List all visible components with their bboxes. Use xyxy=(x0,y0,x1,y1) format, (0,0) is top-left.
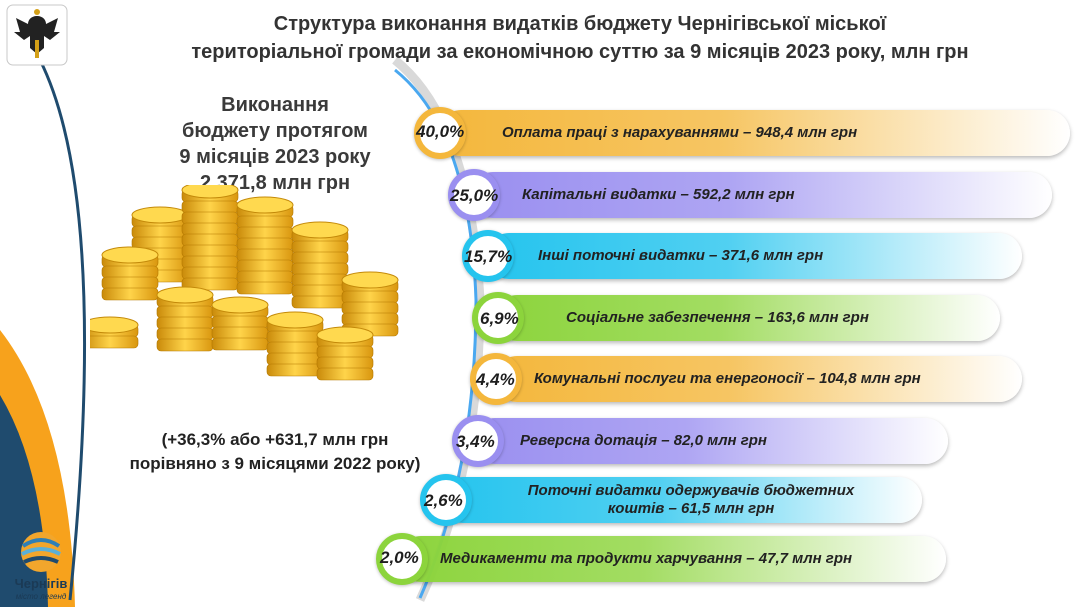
summary-line-1: Виконання xyxy=(221,94,329,116)
expense-bar-salary: Оплата праці з нарахуваннями – 948,4 млн… xyxy=(438,110,1070,156)
summary-line-3: 9 місяців 2023 року xyxy=(179,146,371,168)
eagle-coat-of-arms-icon xyxy=(6,4,68,66)
expense-percent: 6,9% xyxy=(480,309,519,328)
expense-bar-medicines-food: Медикаменти та продукти харчування – 47,… xyxy=(398,536,946,582)
gold-coins-icon xyxy=(90,185,399,381)
logo-emblem xyxy=(21,532,61,572)
percent-badge xyxy=(376,533,428,585)
percent-badge xyxy=(452,415,504,467)
expense-percent: 40,0% xyxy=(416,122,465,141)
summary-line-2: бюджету протягом xyxy=(182,120,368,142)
title-line-2: територіальної громади за економічною су… xyxy=(191,41,969,63)
percent-badge xyxy=(414,107,466,159)
expense-label-line-1: Поточні видатки одержувачів бюджетних xyxy=(527,482,855,499)
expense-label-line-2: коштів – 61,5 млн грн xyxy=(607,500,775,517)
comparison-line-2: порівняно з 9 місяцями 2022 року) xyxy=(129,454,421,473)
percent-badge xyxy=(472,292,524,344)
comparison-note: (+36,3% або +631,7 млн грн порівняно з 9… xyxy=(80,428,470,476)
title-line-1: Структура виконання видатків бюджету Чер… xyxy=(273,13,887,35)
expense-bar-capital: Капітальні видатки – 592,2 млн грн xyxy=(470,172,1052,218)
expense-label: Інші поточні видатки – 371,6 млн грн xyxy=(538,247,824,264)
logo-tagline: місто легенд xyxy=(15,592,67,601)
expense-label: Капітальні видатки – 592,2 млн грн xyxy=(522,186,795,203)
expense-label: Реверсна дотація – 82,0 млн грн xyxy=(520,432,767,449)
expense-percent: 3,4% xyxy=(456,432,495,451)
percent-badge xyxy=(420,474,472,526)
expense-label: Соціальне забезпечення – 163,6 млн грн xyxy=(566,309,869,326)
percent-badge xyxy=(470,353,522,405)
navy-arc-line xyxy=(38,59,87,601)
comparison-line-1: (+36,3% або +631,7 млн грн xyxy=(161,430,389,449)
page-title: Структура виконання видатків бюджету Чер… xyxy=(90,10,1070,66)
logo-city-name: Чернігів xyxy=(14,576,68,591)
expense-label: Оплата праці з нарахуваннями – 948,4 млн… xyxy=(502,124,858,141)
expense-label: Поточні видатки одержувачів бюджетних ко… xyxy=(440,477,922,523)
percent-badge xyxy=(462,230,514,282)
expense-bar-budget-recipients: Поточні видатки одержувачів бюджетних ко… xyxy=(440,477,922,523)
percent-badge xyxy=(448,169,500,221)
budget-summary: Виконання бюджету протягом 9 місяців 202… xyxy=(150,92,400,196)
expense-percent: 2,6% xyxy=(424,491,463,510)
expense-percent: 15,7% xyxy=(464,247,513,266)
expense-label: Медикаменти та продукти харчування – 47,… xyxy=(440,550,853,567)
expense-bar-utilities: Комунальні послуги та енергоносії – 104,… xyxy=(494,356,1022,402)
expense-percent: 4,4% xyxy=(476,370,515,389)
expense-percent: 2,0% xyxy=(380,548,419,567)
chernihiv-city-logo-icon: Чернігів місто легенд xyxy=(6,528,76,604)
expense-percent: 25,0% xyxy=(450,186,499,205)
expense-bar-other: Інші поточні видатки – 371,6 млн грн xyxy=(486,233,1022,279)
expense-bar-social: Соціальне забезпечення – 163,6 млн грн xyxy=(494,295,1000,341)
expense-bar-reverse-subsidy: Реверсна дотація – 82,0 млн грн xyxy=(472,418,948,464)
expense-label: Комунальні послуги та енергоносії – 104,… xyxy=(534,370,921,387)
